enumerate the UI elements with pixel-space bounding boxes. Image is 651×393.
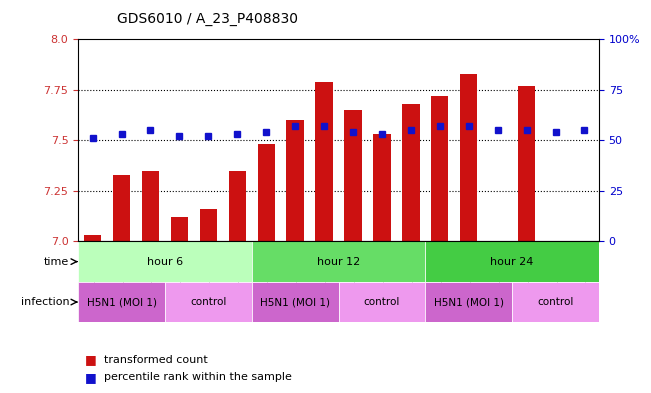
Bar [431,96,449,241]
Bar [460,73,477,241]
FancyBboxPatch shape [165,282,252,322]
Bar [229,171,246,241]
Text: control: control [537,297,574,307]
Bar [286,120,304,241]
Bar [258,144,275,241]
Text: control: control [190,297,227,307]
Bar [518,86,535,241]
Bar [373,134,391,241]
Text: H5N1 (MOI 1): H5N1 (MOI 1) [260,297,330,307]
FancyBboxPatch shape [339,282,425,322]
Text: hour 12: hour 12 [317,257,360,266]
Text: hour 24: hour 24 [490,257,534,266]
Text: transformed count: transformed count [104,354,208,365]
FancyBboxPatch shape [425,282,512,322]
Text: hour 6: hour 6 [147,257,183,266]
Text: H5N1 (MOI 1): H5N1 (MOI 1) [434,297,504,307]
Text: percentile rank within the sample: percentile rank within the sample [104,372,292,382]
FancyBboxPatch shape [425,241,599,282]
Text: ■: ■ [85,353,96,366]
Bar [344,110,362,241]
Text: control: control [364,297,400,307]
Bar [113,175,130,241]
Text: GDS6010 / A_23_P408830: GDS6010 / A_23_P408830 [117,12,298,26]
FancyBboxPatch shape [512,282,599,322]
Text: H5N1 (MOI 1): H5N1 (MOI 1) [87,297,156,307]
FancyBboxPatch shape [78,282,165,322]
Bar [142,171,159,241]
Bar [171,217,188,241]
Text: infection: infection [21,297,70,307]
FancyBboxPatch shape [252,241,425,282]
FancyBboxPatch shape [78,241,252,282]
Bar [315,82,333,241]
Text: ■: ■ [85,371,96,384]
FancyBboxPatch shape [252,282,339,322]
Text: time: time [44,257,70,266]
Bar [402,104,419,241]
Bar [200,209,217,241]
Bar [84,235,102,241]
